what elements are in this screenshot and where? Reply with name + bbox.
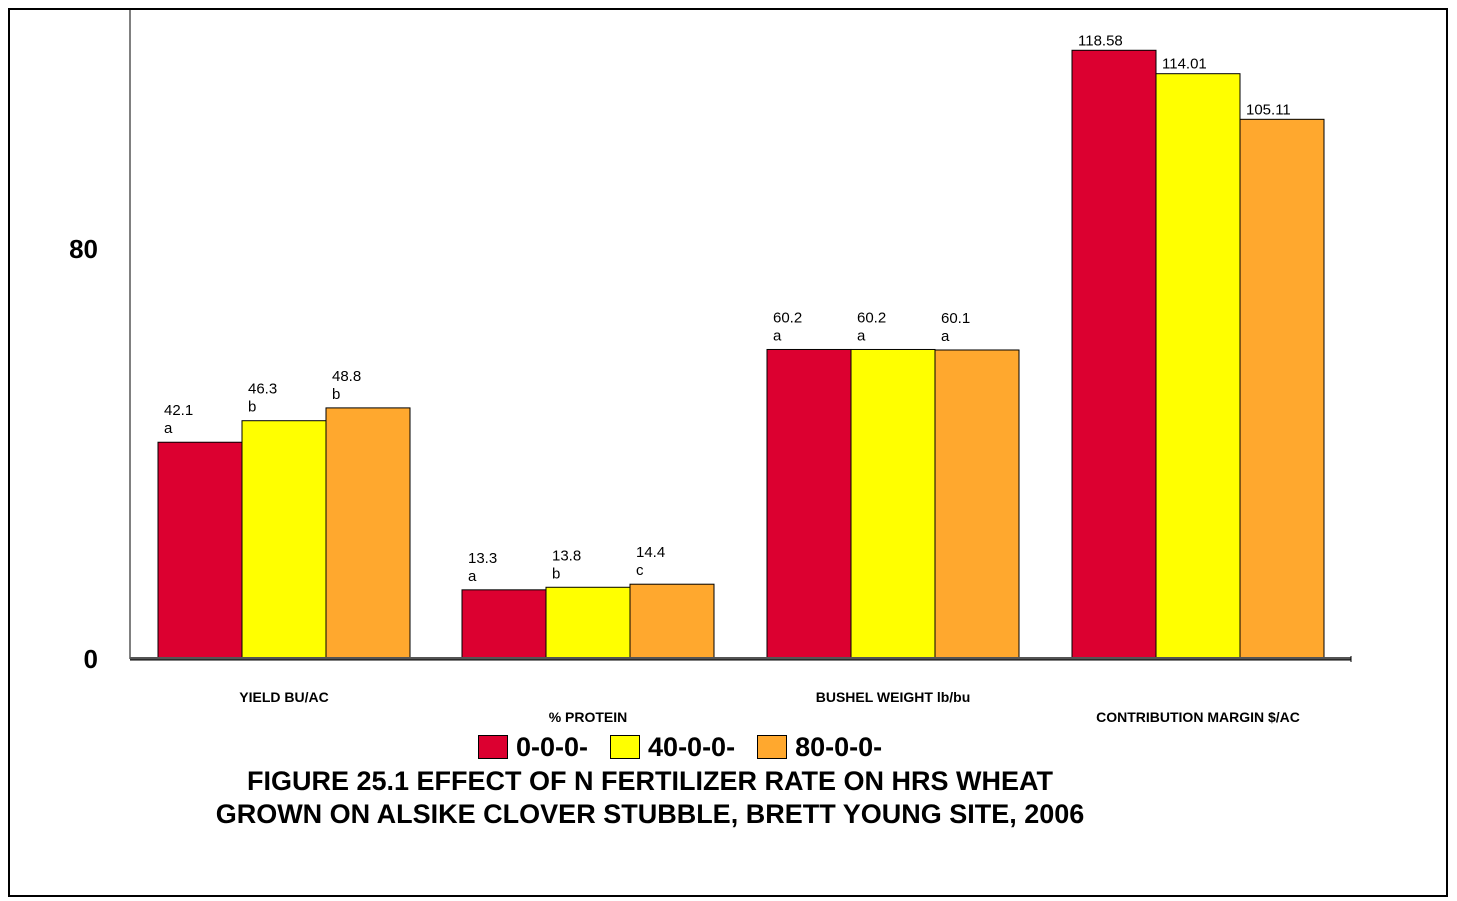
legend-swatch [610, 735, 641, 759]
data-label-value: 114.01 [1162, 56, 1207, 73]
data-label-letter: c [636, 562, 644, 579]
title-line-2: GROWN ON ALSIKE CLOVER STUBBLE, BRETT YO… [215, 799, 1085, 829]
bar-3-series-3 [934, 349, 1020, 659]
bar-3-series-2 [850, 348, 936, 659]
data-label-letter: a [941, 328, 950, 345]
chart-frame [8, 8, 1448, 897]
legend: 0-0-0- 40-0-0- 80-0-0- [478, 732, 904, 762]
y-axis-ticks: 0 80 [69, 234, 98, 674]
data-label-value: 13.8 [552, 547, 581, 564]
baseline-band [130, 657, 1351, 660]
bar-1-series-3 [325, 407, 411, 659]
data-label-value: 48.8 [332, 368, 361, 385]
category-label-1: YIELD BU/AC [239, 689, 328, 705]
bar-4-series-1 [1071, 49, 1157, 659]
data-label-letter: a [857, 327, 866, 344]
category-labels: YIELD BU/AC % PROTEIN BUSHEL WEIGHT lb/bu C… [239, 689, 1300, 725]
legend-swatch [478, 735, 508, 759]
legend-item-2: 40-0-0- [610, 732, 735, 763]
bar-2-series-2 [545, 586, 631, 659]
data-label-value: 42.1 [164, 402, 193, 419]
y-tick-label: 0 [84, 644, 98, 674]
data-label-value: 118.58 [1078, 32, 1123, 49]
legend-label: 80-0-0- [795, 731, 883, 762]
legend-swatch [757, 735, 788, 759]
category-label-3: BUSHEL WEIGHT lb/bu [816, 689, 971, 705]
category-label-4: CONTRIBUTION MARGIN $/AC [1096, 709, 1300, 725]
bar-1-series-1 [157, 441, 243, 659]
bar-4-series-2 [1155, 73, 1241, 659]
bar-1-series-2 [241, 420, 327, 659]
legend-item-3: 80-0-0- [757, 732, 882, 763]
chart-title: FIGURE 25.1 EFFECT OF N FERTILIZER RATE … [60, 765, 1240, 831]
bars-group [157, 49, 1325, 659]
data-label-value: 13.3 [468, 550, 497, 567]
data-label-letter: b [332, 386, 340, 403]
legend-label: 40-0-0- [648, 731, 736, 762]
data-label-letter: a [468, 568, 477, 585]
data-label-value: 46.3 [248, 381, 277, 398]
data-label-value: 105.11 [1246, 101, 1291, 118]
data-label-letter: b [552, 565, 560, 582]
data-label-letter: a [773, 327, 782, 344]
bar-2-series-3 [629, 583, 715, 659]
bar-2-series-1 [461, 589, 547, 659]
title-line-1: FIGURE 25.1 EFFECT OF N FERTILIZER RATE … [246, 766, 1054, 796]
x-axis-baseline [130, 656, 1352, 662]
data-label-value: 14.4 [636, 544, 665, 561]
data-label-letter: b [248, 399, 256, 416]
data-label-letter: a [164, 420, 173, 437]
data-label-value: 60.2 [773, 309, 802, 326]
data-label-value: 60.1 [941, 310, 970, 327]
bar-3-series-1 [766, 348, 852, 659]
bar-4-series-3 [1239, 118, 1325, 659]
legend-item-1: 0-0-0- [478, 732, 588, 763]
y-tick-label: 80 [69, 234, 98, 264]
category-label-2: % PROTEIN [549, 709, 628, 725]
legend-label: 0-0-0- [516, 731, 589, 762]
data-label-value: 60.2 [857, 309, 886, 326]
data-labels-group: 42.1a46.3b48.8b13.3a13.8b14.4c60.2a60.2a… [164, 32, 1291, 585]
